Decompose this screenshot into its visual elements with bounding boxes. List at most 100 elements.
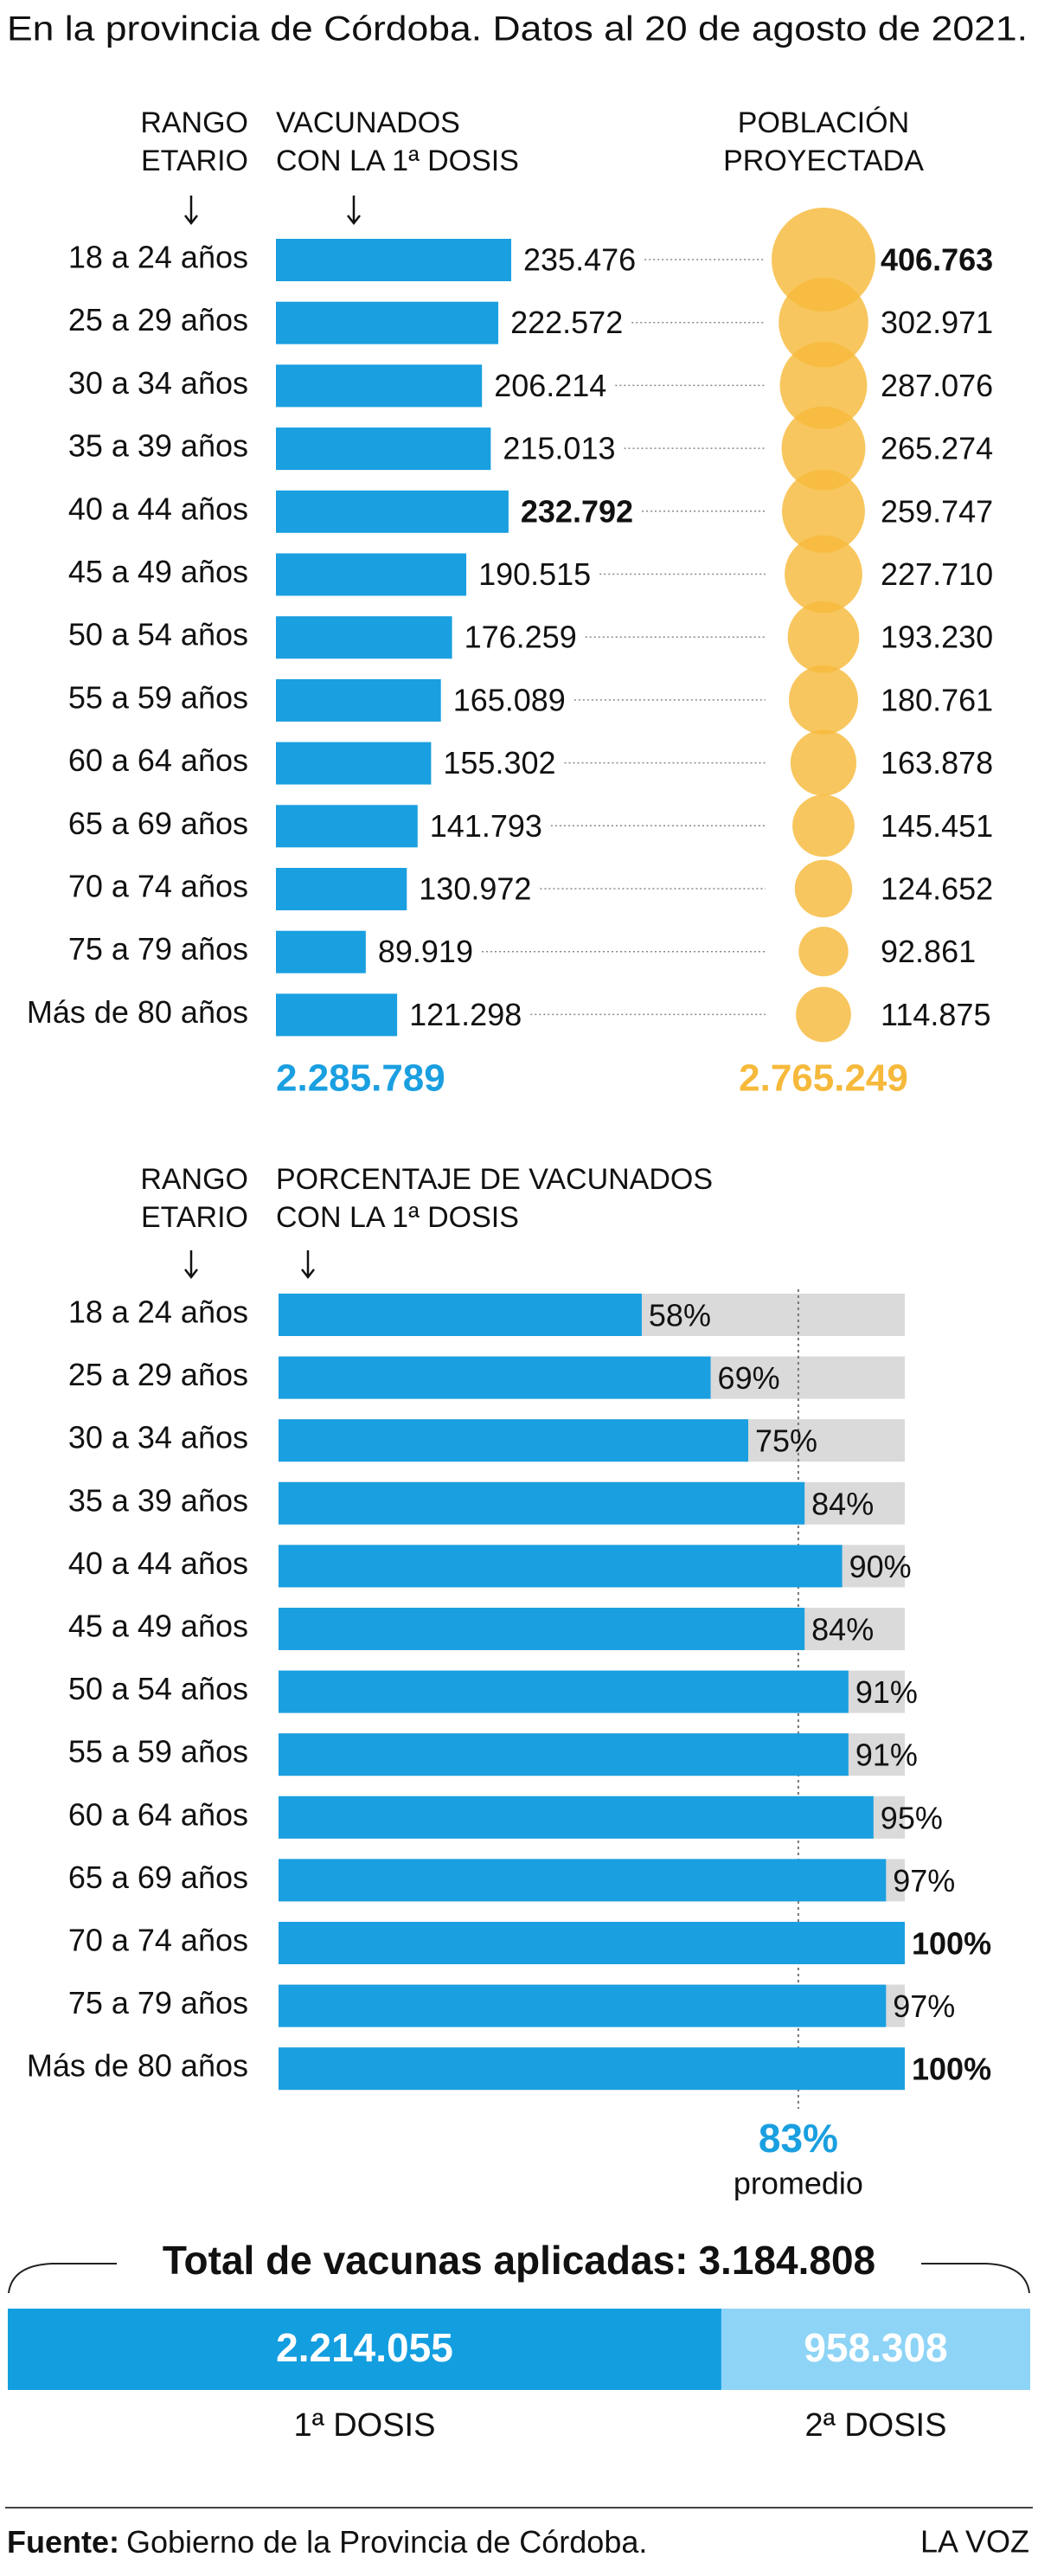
- value-label: 130.972: [419, 871, 531, 907]
- total-value: 3.184.808: [698, 2238, 875, 2283]
- category-label: 65 a 69 años: [68, 1860, 248, 1895]
- value-label: 91%: [855, 1738, 918, 1773]
- bubble: [772, 208, 875, 312]
- bar: [276, 742, 432, 785]
- value-label: 100%: [912, 2052, 991, 2087]
- value-label: 235.476: [523, 242, 636, 278]
- value-label: 141.793: [430, 808, 542, 844]
- value-label: 97%: [893, 1988, 955, 2024]
- bar: [276, 239, 511, 281]
- category-label: 45 a 49 años: [68, 1609, 248, 1644]
- bar: [279, 1733, 849, 1776]
- value-label: 206.214: [494, 368, 606, 403]
- bar: [279, 1294, 642, 1336]
- bar: [279, 1984, 887, 2027]
- category-label: 18 a 24 años: [68, 240, 248, 275]
- value-label: 265.274: [881, 431, 993, 466]
- value-label: 90%: [849, 1549, 912, 1584]
- value-label: 163.878: [881, 745, 993, 781]
- reference-label: 83%: [759, 2116, 838, 2161]
- category-label: 75 a 79 años: [68, 931, 248, 967]
- value-label: 227.710: [881, 556, 993, 592]
- category-label: 35 a 39 años: [68, 428, 248, 464]
- value-label: 69%: [718, 1360, 780, 1396]
- bar: [279, 1356, 711, 1399]
- bubble: [796, 986, 851, 1043]
- bubble: [787, 601, 860, 673]
- segment-label: 958.308: [804, 2325, 947, 2370]
- value-label: 406.763: [881, 242, 993, 278]
- total-label: 2.765.249: [739, 1057, 908, 1100]
- value-label: 155.302: [443, 745, 555, 781]
- bar: [276, 616, 452, 659]
- series-header: POBLACIÓN: [738, 106, 909, 139]
- header: ETARIO: [141, 1201, 248, 1234]
- category-label: 55 a 59 años: [68, 679, 248, 715]
- bar: [279, 1795, 874, 1839]
- bar: [276, 490, 509, 533]
- category-label: 30 a 34 años: [68, 365, 248, 401]
- bar: [279, 1545, 843, 1588]
- category-label: 30 a 34 años: [68, 1420, 248, 1455]
- bar: [276, 553, 467, 596]
- category-label: 65 a 69 años: [68, 806, 248, 841]
- header: RANGO: [140, 106, 248, 139]
- series-header: PROYECTADA: [723, 145, 924, 177]
- category-label: 50 a 54 años: [68, 617, 248, 652]
- value-label: 190.515: [478, 556, 591, 592]
- source-text: Gobierno de la Provincia de Córdoba.: [126, 2524, 647, 2560]
- category-label: Más de 80 años: [27, 2048, 248, 2084]
- value-label: 176.259: [465, 620, 577, 655]
- bubble: [781, 406, 866, 491]
- decor-curve: [921, 2263, 1030, 2294]
- segment-name: 2ª DOSIS: [804, 2407, 946, 2444]
- category-label: 50 a 54 años: [68, 1671, 248, 1706]
- segment-name: 1ª DOSIS: [293, 2407, 435, 2444]
- arrow: [347, 196, 361, 226]
- value-label: 91%: [855, 1674, 918, 1710]
- category-label: 45 a 49 años: [68, 554, 248, 589]
- bubble: [778, 277, 868, 368]
- total-title-text: Total de vacunas aplicadas:: [163, 2238, 689, 2283]
- bubble: [798, 927, 849, 977]
- bar: [279, 1608, 805, 1650]
- arrow: [184, 196, 198, 226]
- category-label: 75 a 79 años: [68, 1985, 248, 2020]
- arrow: [301, 1250, 315, 1280]
- bar: [276, 301, 499, 344]
- value-label: 287.076: [881, 368, 993, 403]
- category-label: 60 a 64 años: [68, 742, 248, 778]
- value-label: 232.792: [521, 493, 633, 529]
- category-label: 60 a 64 años: [68, 1796, 248, 1832]
- bar: [276, 678, 441, 722]
- value-label: 145.451: [881, 808, 993, 844]
- bar: [279, 2047, 905, 2091]
- bar: [279, 1922, 905, 1964]
- value-label: 97%: [893, 1863, 955, 1898]
- series-header: PORCENTAJE DE VACUNADOS: [276, 1163, 713, 1196]
- bar: [276, 805, 418, 848]
- series-header: VACUNADOS: [276, 106, 460, 139]
- value-label: 222.572: [510, 305, 623, 340]
- bar: [276, 868, 407, 910]
- bubble: [792, 794, 855, 858]
- value-label: 124.652: [881, 871, 993, 907]
- bubble: [794, 859, 853, 918]
- stacked-segment: [721, 2309, 1030, 2390]
- category-label: 18 a 24 años: [68, 1294, 248, 1330]
- bar: [276, 930, 366, 973]
- brand: LA VOZ: [920, 2524, 1029, 2560]
- bubble: [790, 729, 857, 796]
- bar: [279, 1859, 887, 1902]
- stacked-segment: [8, 2309, 721, 2390]
- bar: [276, 427, 491, 471]
- source-label: Fuente:: [7, 2524, 119, 2560]
- value-label: 84%: [811, 1612, 874, 1648]
- value-label: 193.230: [881, 620, 993, 655]
- category-label: 35 a 39 años: [68, 1482, 248, 1518]
- total-label: 2.285.789: [276, 1057, 445, 1100]
- value-label: 215.013: [503, 431, 615, 466]
- bar: [279, 1419, 748, 1462]
- header: RANGO: [140, 1163, 248, 1196]
- category-label: 40 a 44 años: [68, 1545, 248, 1581]
